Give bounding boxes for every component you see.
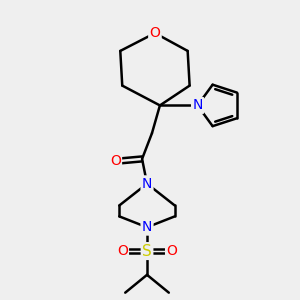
Text: O: O [117,244,128,258]
Text: N: N [142,177,152,191]
Text: O: O [167,244,177,258]
Text: N: N [192,98,203,112]
Text: S: S [142,244,152,259]
Text: O: O [110,154,121,168]
Text: N: N [142,220,152,234]
Text: N: N [192,98,203,112]
Text: O: O [149,26,161,40]
